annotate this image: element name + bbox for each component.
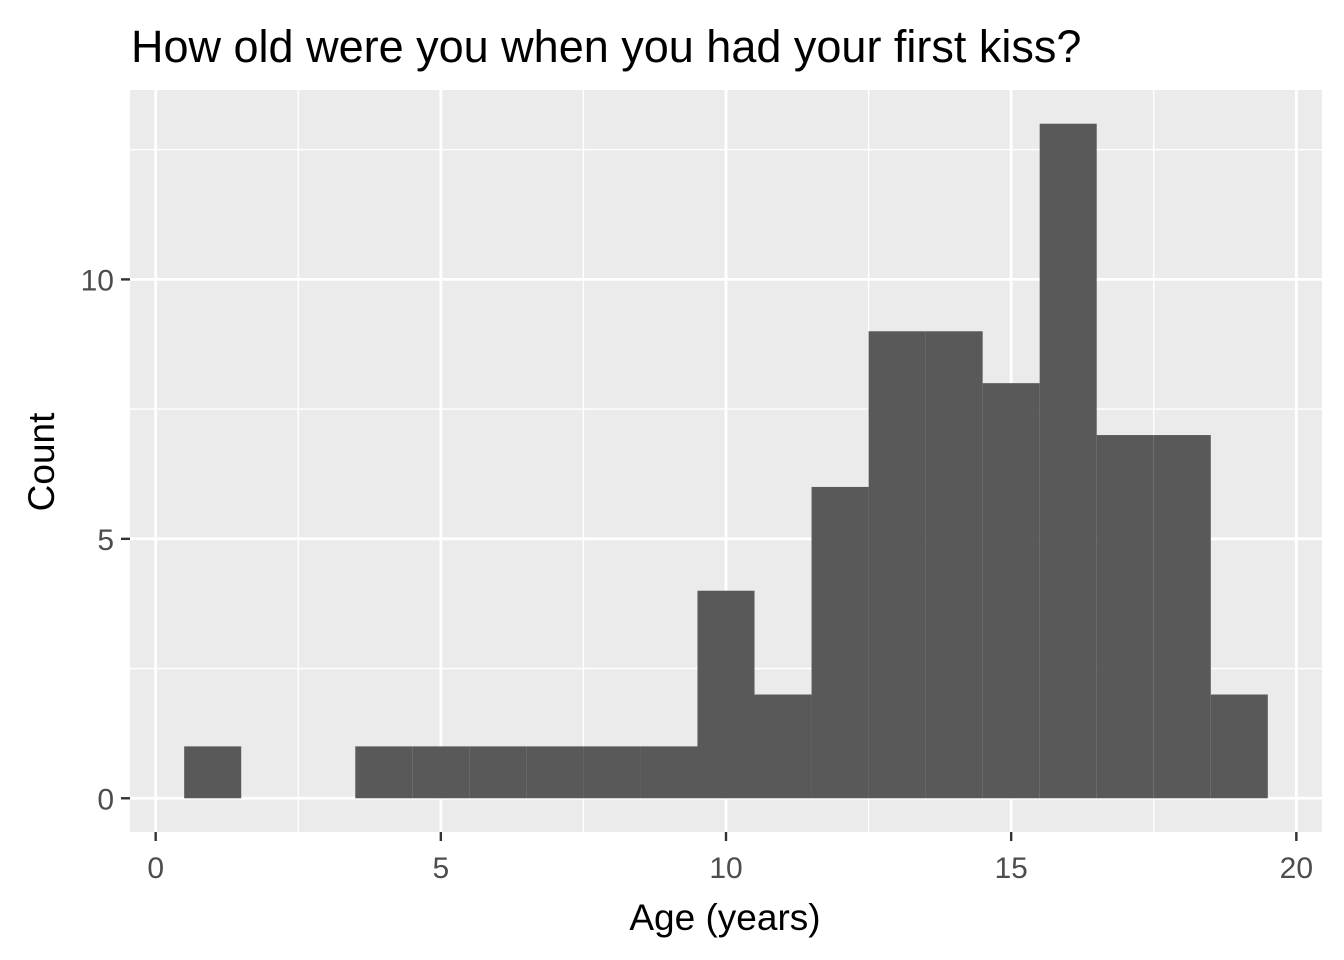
y-tick-label: 5 [97, 524, 114, 557]
histogram-bar [640, 746, 698, 799]
histogram-bar [811, 486, 869, 799]
histogram-bar [868, 331, 926, 799]
y-axis: 0 5 10 [81, 264, 130, 816]
x-tick-label: 0 [147, 852, 164, 885]
histogram-bar [697, 590, 755, 799]
histogram-bar [925, 331, 983, 799]
histogram-bar [412, 746, 470, 799]
histogram-bar [982, 383, 1040, 799]
histogram-bars [184, 123, 1268, 799]
histogram-bar [583, 746, 641, 799]
x-axis-title: Age (years) [629, 897, 820, 938]
histogram-bar [1153, 435, 1211, 799]
x-axis: 0 5 10 15 20 [147, 832, 1313, 885]
y-tick-label: 10 [81, 264, 114, 297]
chart-title: How old were you when you had your first… [131, 21, 1081, 72]
x-tick-label: 10 [709, 852, 742, 885]
x-tick-label: 5 [432, 852, 449, 885]
x-tick-label: 20 [1280, 852, 1313, 885]
histogram-bar [1210, 694, 1268, 799]
histogram-bar [526, 746, 584, 799]
x-tick-label: 15 [994, 852, 1027, 885]
histogram-bar [184, 746, 242, 799]
histogram-bar [469, 746, 527, 799]
y-tick-label: 0 [97, 783, 114, 816]
y-axis-title: Count [21, 412, 62, 511]
histogram-bar [1096, 435, 1154, 799]
histogram-bar [754, 694, 812, 799]
histogram-bar [1039, 123, 1097, 799]
histogram-bar [355, 746, 413, 799]
